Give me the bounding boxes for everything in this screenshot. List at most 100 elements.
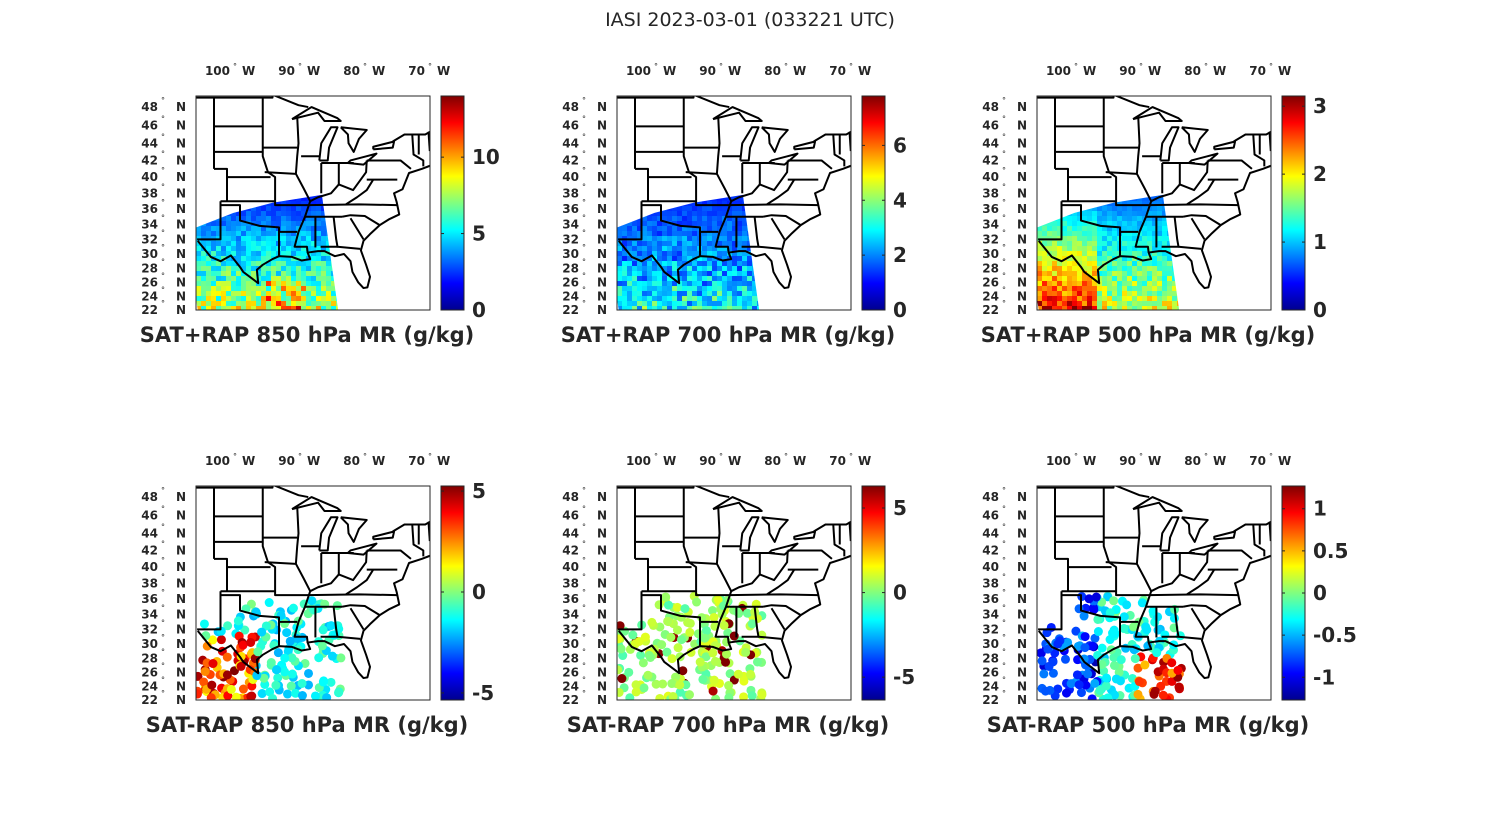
data-cell — [241, 296, 246, 301]
data-cell — [1162, 241, 1167, 246]
data-cell — [682, 286, 687, 291]
data-cell — [667, 231, 672, 236]
data-point — [617, 634, 624, 644]
data-cell — [1142, 196, 1147, 201]
data-cell — [1107, 296, 1112, 301]
data-cell — [1127, 231, 1132, 236]
lat-tick-label: 48 — [562, 490, 579, 504]
map-area — [196, 486, 430, 700]
data-cell — [246, 281, 251, 286]
data-point — [1039, 669, 1049, 679]
data-cell — [1117, 281, 1122, 286]
data-cell — [1137, 211, 1142, 216]
boundary-line — [1188, 542, 1219, 556]
degree-symbol: ° — [1074, 452, 1078, 461]
data-cell — [1112, 296, 1117, 301]
data-cell — [311, 246, 316, 251]
data-cell — [256, 206, 261, 211]
data-cell — [627, 271, 632, 276]
data-cell — [1162, 291, 1167, 296]
data-cell — [316, 194, 321, 196]
data-cell — [296, 276, 301, 281]
data-cell — [1102, 271, 1107, 276]
data-cell — [221, 216, 226, 221]
data-cell — [632, 221, 637, 226]
data-cell — [732, 286, 737, 291]
data-cell — [712, 271, 717, 276]
boundary-line — [318, 516, 339, 552]
data-cell — [1062, 291, 1067, 296]
data-cell — [1132, 211, 1137, 216]
data-cell — [737, 251, 742, 256]
data-cell — [617, 271, 622, 276]
data-cell — [702, 236, 707, 241]
data-cell — [1052, 221, 1057, 226]
data-cell — [622, 281, 627, 286]
lat-tick-label: 22 — [141, 693, 158, 707]
data-cell — [1107, 206, 1112, 211]
data-cell — [286, 276, 291, 281]
lat-tick-label: 46 — [141, 118, 158, 132]
boundary-line — [618, 591, 643, 631]
boundary-line — [768, 152, 799, 166]
data-cell — [1092, 236, 1097, 241]
data-point — [680, 604, 690, 614]
data-cell — [687, 216, 692, 221]
data-cell — [291, 296, 296, 301]
data-cell — [1167, 256, 1172, 261]
data-cell — [306, 291, 311, 296]
data-cell — [1087, 251, 1092, 256]
data-point — [745, 669, 755, 679]
lat-tick-label: 46 — [562, 508, 579, 522]
data-cell — [1122, 291, 1127, 296]
data-cell — [687, 236, 692, 241]
data-point — [1174, 682, 1184, 692]
data-cell — [697, 206, 702, 211]
data-cell — [1157, 296, 1162, 301]
data-cell — [707, 206, 712, 211]
data-cell — [752, 291, 757, 296]
data-point — [1048, 657, 1058, 667]
data-cell — [206, 261, 211, 266]
data-cell — [1097, 286, 1102, 291]
data-point — [1081, 680, 1091, 690]
degree-symbol: ° — [363, 62, 367, 71]
data-cell — [737, 196, 742, 201]
data-cell — [1107, 261, 1112, 266]
lon-hemisphere: W — [242, 454, 255, 468]
data-cell — [301, 296, 306, 301]
data-cell — [707, 201, 712, 206]
data-cell — [1097, 256, 1102, 261]
data-point — [640, 632, 650, 642]
data-cell — [1072, 266, 1077, 271]
data-point — [658, 679, 668, 689]
data-cell — [1172, 286, 1177, 291]
degree-symbol: ° — [1002, 243, 1006, 252]
boundary-line — [196, 130, 430, 290]
data-cell — [1122, 211, 1127, 216]
data-cell — [617, 306, 622, 310]
data-cell — [336, 301, 339, 306]
data-cell — [732, 226, 737, 231]
data-cell — [687, 241, 692, 246]
data-cell — [1107, 266, 1112, 271]
data-cell — [1107, 276, 1112, 281]
data-cell — [1087, 241, 1092, 246]
data-cell — [1067, 271, 1072, 276]
data-cell — [1147, 291, 1152, 296]
data-cell — [722, 226, 727, 231]
data-cell — [241, 221, 246, 226]
colorbar: -1-0.500.51 — [1281, 485, 1357, 701]
data-cell — [667, 281, 672, 286]
data-cell — [617, 246, 622, 251]
lat-hemisphere: N — [176, 275, 186, 289]
data-cell — [326, 276, 331, 281]
data-cell — [321, 246, 326, 251]
data-cell — [1077, 211, 1082, 216]
data-cell — [1087, 256, 1092, 261]
data-point — [711, 694, 721, 700]
data-cell — [1092, 216, 1097, 221]
data-cell — [1127, 256, 1132, 261]
lat-hemisphere: N — [597, 153, 607, 167]
data-cell — [266, 211, 271, 216]
